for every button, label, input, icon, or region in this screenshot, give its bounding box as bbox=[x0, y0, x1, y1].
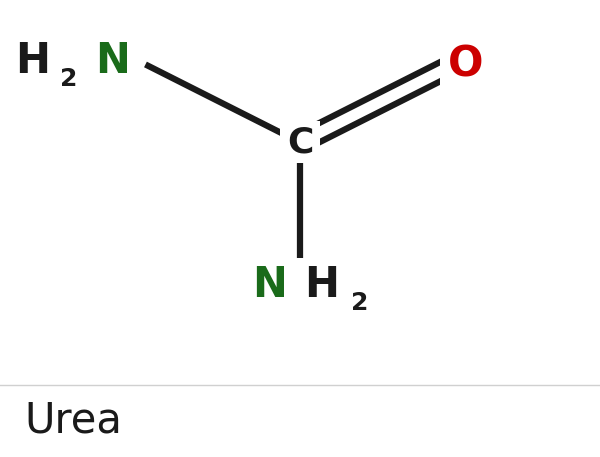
Text: H: H bbox=[304, 264, 340, 306]
Text: O: O bbox=[448, 43, 483, 85]
FancyBboxPatch shape bbox=[440, 41, 491, 89]
Text: C: C bbox=[287, 125, 313, 159]
FancyBboxPatch shape bbox=[0, 37, 143, 91]
Text: Urea: Urea bbox=[24, 400, 122, 442]
Text: 2: 2 bbox=[352, 291, 368, 315]
Text: N: N bbox=[251, 264, 287, 306]
Text: 2: 2 bbox=[61, 68, 78, 91]
Text: H: H bbox=[15, 41, 50, 82]
FancyBboxPatch shape bbox=[249, 258, 373, 312]
FancyBboxPatch shape bbox=[280, 122, 320, 164]
Text: N: N bbox=[95, 41, 130, 82]
